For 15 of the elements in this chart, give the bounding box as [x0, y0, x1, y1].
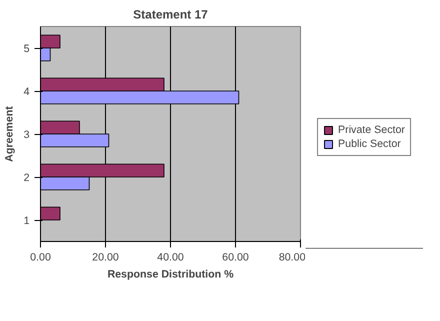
legend-label: Public Sector: [338, 138, 401, 150]
x-tick-label: 60.00: [222, 252, 249, 264]
y-tick-label: 3: [24, 129, 30, 141]
y-tick-label: 4: [24, 86, 30, 98]
x-tick-label: 80.00: [278, 252, 306, 264]
y-tick-label: 2: [24, 172, 30, 184]
y-tick-label: 5: [24, 43, 30, 55]
chart-title: Statement 17: [133, 8, 208, 22]
legend-label: Private Sector: [338, 124, 405, 136]
x-axis-title: Response Distribution %: [107, 268, 234, 280]
y-axis-title: Agreement: [4, 106, 16, 162]
y-tick-label: 1: [24, 215, 30, 227]
x-tick-label: 0.00: [30, 252, 51, 264]
x-tick-label: 40.00: [157, 252, 184, 264]
x-tick-label: 20.00: [92, 252, 119, 264]
